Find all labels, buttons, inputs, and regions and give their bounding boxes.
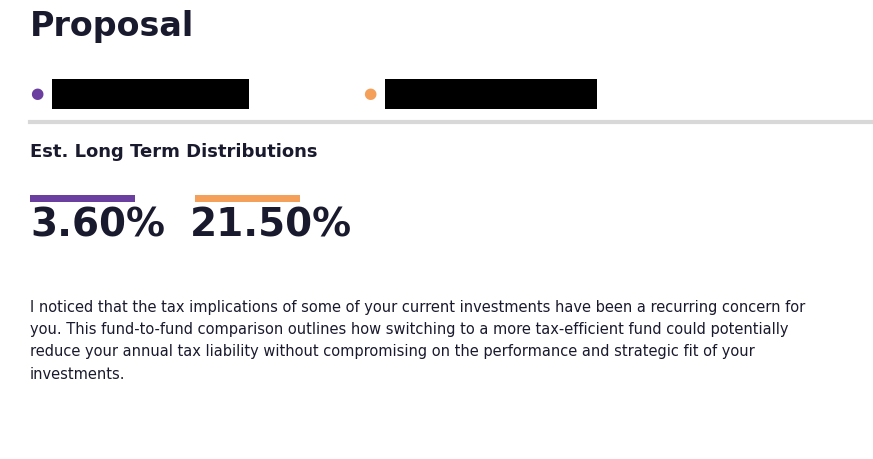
Text: Est. Long Term Distributions: Est. Long Term Distributions — [30, 143, 318, 161]
Text: 21.50%: 21.50% — [190, 207, 352, 245]
Text: Proposal: Proposal — [30, 10, 195, 43]
Text: ●: ● — [30, 85, 44, 101]
Text: ●: ● — [363, 85, 376, 101]
Text: I noticed that the tax implications of some of your current investments have bee: I noticed that the tax implications of s… — [30, 300, 805, 381]
Text: 3.60%: 3.60% — [30, 207, 165, 245]
